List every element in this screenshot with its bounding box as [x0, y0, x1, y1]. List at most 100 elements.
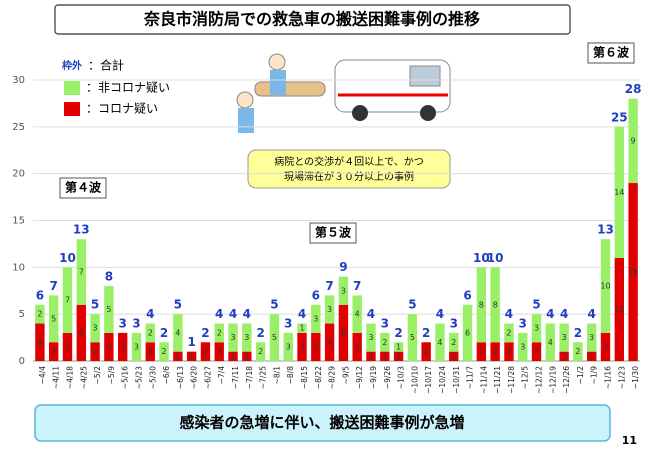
- bar-segment: [228, 323, 238, 352]
- title-box: [54, 4, 571, 35]
- segment-label: 11: [614, 305, 624, 314]
- x-tick-label: ~5/16: [121, 366, 130, 389]
- bar-segment: [545, 323, 556, 361]
- x-tick-label: ~10/31: [452, 366, 461, 394]
- bar-segment: [49, 295, 59, 343]
- total-label: 10: [487, 251, 504, 265]
- segment-label: 5: [51, 314, 56, 323]
- segment-label: 10: [600, 282, 610, 291]
- segment-label: 2: [93, 347, 98, 356]
- bar-segment: [228, 351, 238, 361]
- total-label: 3: [381, 316, 389, 330]
- total-label: 3: [284, 316, 292, 330]
- bar-segment: [145, 342, 155, 361]
- total-label: 2: [201, 326, 209, 340]
- segment-label: 19: [628, 268, 638, 277]
- x-tick-label: ~7/25: [259, 366, 268, 389]
- y-tick-label: 5: [19, 309, 25, 320]
- segment-label: 3: [534, 324, 539, 333]
- segment-label: 2: [203, 347, 208, 356]
- x-tick-label: ~8/1: [272, 366, 281, 385]
- segment-label: 1: [175, 352, 180, 361]
- page-number: 11: [622, 434, 637, 447]
- segment-label: 6: [465, 328, 470, 337]
- x-tick-label: ~11/7: [466, 366, 475, 389]
- x-tick-label: ~7/4: [217, 366, 226, 385]
- total-label: 5: [532, 298, 540, 312]
- segment-label: 6: [79, 328, 84, 337]
- legend-note-label: 枠外: [62, 59, 82, 72]
- bar-segment: [62, 267, 73, 333]
- x-tick-label: ~11/14: [479, 366, 488, 394]
- total-label: 28: [625, 82, 642, 96]
- footer: 感染者の急増に伴い、搬送困難事例が急増: [179, 414, 464, 432]
- segment-label: 8: [479, 300, 484, 309]
- total-label: 2: [256, 326, 264, 340]
- bar-segment: [518, 332, 528, 361]
- bar-segment: [186, 351, 197, 361]
- segment-label: 3: [120, 342, 125, 351]
- total-label: 6: [463, 288, 471, 302]
- segment-label: 3: [106, 342, 111, 351]
- segment-label: 4: [175, 328, 180, 337]
- segment-label: 3: [327, 305, 332, 314]
- segment-label: 3: [368, 333, 373, 342]
- segment-label: 2: [506, 347, 511, 356]
- bar-segment: [90, 314, 100, 343]
- x-tick-label: ~4/11: [52, 366, 61, 389]
- x-tick-label: ~5/30: [148, 366, 157, 389]
- x-tick-label: ~4/18: [65, 366, 74, 389]
- x-tick-label: ~10/10: [410, 366, 419, 394]
- segment-label: 3: [286, 342, 291, 351]
- total-label: 6: [36, 288, 44, 302]
- bar-segment: [504, 342, 514, 361]
- bar-segment: [600, 239, 611, 333]
- segment-label: 2: [451, 338, 456, 347]
- total-label: 13: [597, 223, 614, 237]
- x-tick-label: ~6/6: [162, 366, 171, 385]
- x-tick-label: ~1/9: [590, 366, 599, 385]
- bar-segment: [614, 126, 624, 258]
- total-label: 2: [160, 326, 168, 340]
- bar-segment: [352, 295, 362, 333]
- bar-segment: [214, 323, 224, 343]
- total-label: 7: [50, 279, 58, 293]
- bar-segment: [421, 342, 431, 361]
- segment-label: 1: [589, 352, 594, 361]
- x-tick-label: ~1/16: [604, 366, 613, 389]
- bar-segment: [338, 304, 349, 361]
- segment-label: 3: [520, 342, 525, 351]
- segment-label: 2: [51, 347, 56, 356]
- segment-label: 1: [451, 352, 456, 361]
- bar-segment: [587, 323, 597, 352]
- bar-segment: [476, 267, 487, 343]
- x-tick-label: ~7/11: [231, 366, 240, 389]
- x-tick-label: ~4/4: [38, 366, 47, 385]
- total-label: 4: [436, 307, 444, 321]
- x-tick-label: ~5/2: [93, 366, 102, 385]
- x-tick-label: ~9/19: [369, 366, 378, 389]
- x-tick-label: ~9/12: [355, 366, 364, 389]
- segment-label: 2: [534, 347, 539, 356]
- x-tick-label: ~5/23: [134, 366, 143, 389]
- segment-label: 8: [493, 300, 498, 309]
- x-tick-label: ~6/20: [190, 366, 199, 389]
- bar-segment: [145, 323, 155, 343]
- segment-label: 5: [272, 333, 277, 342]
- segment-label: 5: [410, 333, 415, 342]
- total-label: 7: [353, 279, 361, 293]
- x-tick-label: ~8/15: [300, 366, 309, 389]
- ambulance-illustration: [236, 53, 451, 133]
- x-tick-label: ~1/2: [576, 366, 585, 385]
- x-tick-label: ~10/3: [397, 366, 406, 389]
- bar-segment: [628, 98, 638, 184]
- bar-segment: [393, 351, 404, 361]
- segment-label: 3: [65, 342, 70, 351]
- x-tick-label: ~1/23: [617, 366, 626, 389]
- bar-segment: [559, 323, 569, 352]
- bar-segment: [490, 342, 500, 361]
- bar-segment: [49, 342, 59, 361]
- bar-segment: [531, 314, 542, 343]
- y-tick-label: 20: [12, 169, 25, 180]
- bar-segment: [490, 267, 500, 343]
